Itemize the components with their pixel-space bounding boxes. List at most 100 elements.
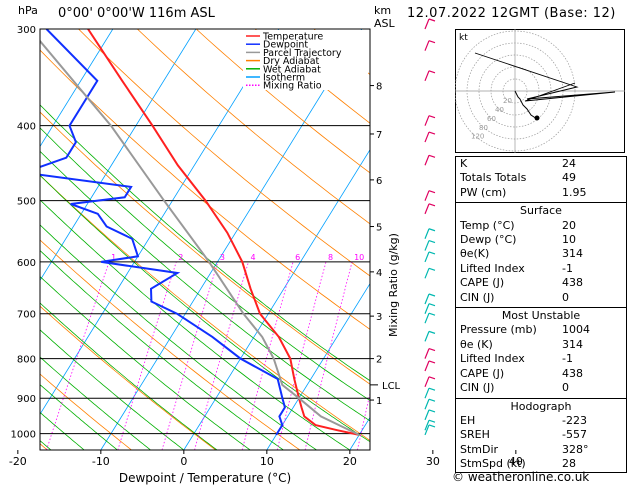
index-row: Dewp (°C) 10 xyxy=(456,233,626,247)
pressure-tick-label: 500 xyxy=(17,197,36,208)
km-tick-label: 4 xyxy=(376,268,382,279)
isotherm-line xyxy=(40,29,114,148)
wind-barb xyxy=(424,398,430,410)
index-label: CIN (J) xyxy=(460,290,495,304)
index-row: Pressure (mb) 1004 xyxy=(456,323,626,337)
pressure-unit-label: hPa xyxy=(18,4,38,17)
index-value: 438 xyxy=(562,366,583,380)
wind-barb xyxy=(424,312,430,324)
mixing-ratio-line xyxy=(241,261,294,450)
wet-adiabat-line xyxy=(40,104,370,382)
hodograph-ring-label: 40 xyxy=(495,106,504,114)
wind-barb xyxy=(424,70,430,82)
km-label: km xyxy=(374,4,392,17)
wet-adiabat-line xyxy=(40,150,370,422)
wind-barb-flag xyxy=(428,293,436,297)
temperature-tick-label: 20 xyxy=(343,455,357,468)
km-tick-label: 3 xyxy=(376,312,382,323)
hodograph-unit-label: kt xyxy=(459,33,468,43)
wind-barb-flag xyxy=(428,115,436,119)
index-label: StmDir xyxy=(460,442,499,456)
wet-adiabat-line xyxy=(40,224,317,450)
wet-adiabat-line xyxy=(40,302,218,450)
wind-barb-flag xyxy=(428,409,436,413)
pressure-tick-label: 600 xyxy=(17,258,36,269)
hodograph-storm-lines xyxy=(474,52,616,102)
wind-barb-flag xyxy=(428,387,436,391)
index-value: 0 xyxy=(562,290,569,304)
index-label: θe(K) xyxy=(460,247,490,261)
temperature-tick-label: -20 xyxy=(9,455,27,468)
km-tick-label: 8 xyxy=(376,82,382,93)
legend-entry: Isotherm xyxy=(263,73,305,84)
legend-box xyxy=(243,30,368,90)
wind-barb xyxy=(424,424,430,436)
index-value: -223 xyxy=(562,413,587,427)
mixing-ratio-line xyxy=(46,261,110,450)
index-row: CAPE (J) 438 xyxy=(456,276,626,290)
pressure-tick-label: 900 xyxy=(17,394,36,405)
index-label: StmSpd (kt) xyxy=(460,457,526,471)
wind-barb-flag xyxy=(428,267,436,271)
wet-adiabat-line xyxy=(40,440,52,450)
wet-adiabat-line xyxy=(40,356,151,450)
mixing-ratio-line xyxy=(276,261,327,450)
dry-adiabat-line xyxy=(137,29,370,225)
hodograph-title: Hodograph xyxy=(510,399,572,413)
km-tick-label: 5 xyxy=(376,223,382,234)
wind-barb xyxy=(424,420,430,431)
temperature-line xyxy=(87,29,360,436)
mixing-ratio-line xyxy=(357,391,370,450)
wind-barb xyxy=(424,190,430,201)
wind-barb xyxy=(424,115,430,126)
km-tick-label: 1 xyxy=(376,396,382,407)
index-label: PW (cm) xyxy=(460,185,507,199)
hodograph-trace xyxy=(514,90,538,120)
wind-barb xyxy=(424,331,430,342)
index-label: EH xyxy=(460,413,476,427)
wind-barb-flag xyxy=(428,131,436,135)
mixing-ratio-label: 4 xyxy=(250,253,255,262)
wind-barb xyxy=(424,303,430,314)
wind-barb-flag xyxy=(428,330,436,334)
indices-table: K 24 Totals Totals 49 PW (cm) 1.95 Surface Te… xyxy=(455,156,627,473)
surface-title: Surface xyxy=(520,204,562,218)
index-row: K 24 xyxy=(456,157,626,171)
index-row: EH -223 xyxy=(456,414,626,428)
temperature-tick-label: -10 xyxy=(92,455,110,468)
wind-barb-flag xyxy=(428,70,436,74)
wind-barb xyxy=(424,18,430,30)
temperature-tick-label: 30 xyxy=(426,455,440,468)
legend-entry: Temperature xyxy=(262,32,323,43)
wind-barb xyxy=(424,251,430,263)
mixing-ratio-label: 15 xyxy=(403,253,413,262)
dry-adiabat-line xyxy=(40,49,370,330)
wind-barb-flag xyxy=(428,360,436,364)
pressure-tick-label: 400 xyxy=(17,122,36,133)
index-value: 1004 xyxy=(562,323,590,337)
index-row: θe (K) 314 xyxy=(456,338,626,352)
index-row: StmDir 328° xyxy=(456,443,626,457)
index-label: Lifted Index xyxy=(460,352,525,366)
wet-adiabat-line xyxy=(40,199,351,450)
legend-entry: Dewpoint xyxy=(263,40,308,51)
legend-entry: Dry Adiabat xyxy=(263,56,320,67)
index-value: -1 xyxy=(562,352,573,366)
index-label: K xyxy=(460,157,468,170)
index-value: 438 xyxy=(562,276,583,290)
index-row: StmSpd (kt) 28 xyxy=(456,457,626,471)
index-label: Dewp (°C) xyxy=(460,233,517,247)
dry-adiabat-line xyxy=(40,111,370,385)
index-value: -557 xyxy=(562,428,587,442)
index-label: Totals Totals xyxy=(460,171,527,185)
index-value: -1 xyxy=(562,261,573,275)
index-row: CAPE (J) 438 xyxy=(456,367,626,381)
km-tick-label: 7 xyxy=(376,130,382,141)
wind-barb xyxy=(424,40,430,51)
isotherm-line xyxy=(183,148,370,450)
hodograph-ring-label: 80 xyxy=(479,124,488,132)
index-label: Lifted Index xyxy=(460,261,525,275)
dry-adiabat-line xyxy=(40,239,301,450)
